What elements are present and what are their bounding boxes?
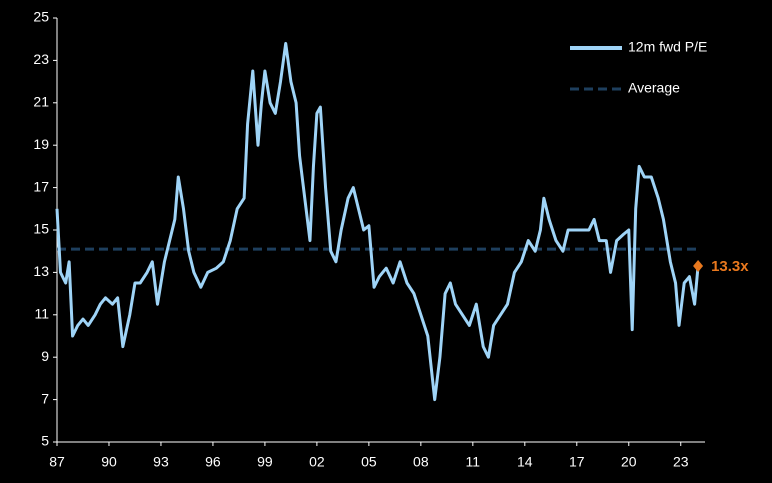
y-tick-label: 9 <box>41 348 49 364</box>
x-tick-label: 99 <box>257 454 273 470</box>
x-tick-label: 96 <box>205 454 221 470</box>
y-tick-label: 25 <box>33 9 49 25</box>
legend-label: Average <box>628 80 680 96</box>
x-tick-label: 17 <box>569 454 585 470</box>
x-tick-label: 93 <box>153 454 169 470</box>
latest-marker <box>693 260 704 273</box>
y-tick-label: 23 <box>33 51 49 67</box>
x-tick-label: 90 <box>101 454 117 470</box>
y-tick-label: 7 <box>41 390 49 406</box>
y-tick-label: 5 <box>41 433 49 449</box>
y-tick-label: 11 <box>34 306 49 322</box>
x-tick-label: 20 <box>621 454 637 470</box>
y-tick-label: 15 <box>33 221 49 237</box>
y-tick-label: 19 <box>33 136 49 152</box>
y-tick-label: 21 <box>33 94 49 110</box>
x-tick-label: 02 <box>309 454 325 470</box>
x-tick-label: 05 <box>361 454 377 470</box>
legend-label: 12m fwd P/E <box>628 39 707 55</box>
y-tick-label: 17 <box>33 178 49 194</box>
series-line <box>55 41 700 402</box>
y-tick-label: 13 <box>33 263 49 279</box>
x-tick-label: 23 <box>673 454 689 470</box>
latest-label: 13.3x <box>711 258 749 275</box>
x-tick-label: 08 <box>413 454 429 470</box>
x-tick-label: 11 <box>466 454 481 470</box>
x-tick-label: 87 <box>49 454 65 470</box>
x-tick-label: 14 <box>517 454 533 470</box>
